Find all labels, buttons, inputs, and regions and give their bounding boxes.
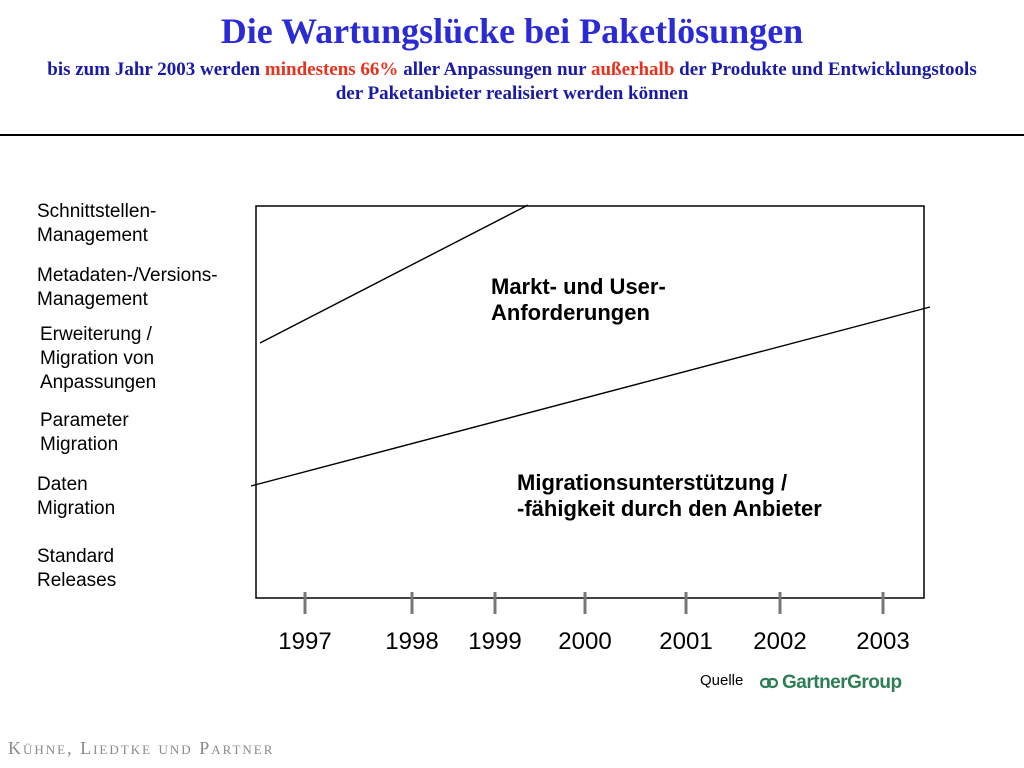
gartner-logo-icon (760, 677, 778, 689)
x-tick-label: 1997 (278, 628, 331, 655)
y-category-label: Erweiterung / Migration von Anpassungen (40, 324, 157, 393)
subtitle-text-2: aller Anpassungen nur (398, 58, 591, 80)
source-label: Quelle (700, 672, 744, 689)
subtitle-highlight-1: mindestens 66% (264, 58, 399, 80)
region-label-upper: Markt- und User- Anforderungen (491, 274, 666, 325)
x-tick-label: 2002 (753, 628, 806, 655)
gartner-logo: GartnerGroup (760, 672, 902, 694)
series-lines (250, 204, 931, 487)
y-category-label: Parameter Migration (40, 410, 129, 455)
subtitle-text-1: bis zum Jahr 2003 werden (47, 58, 265, 80)
y-category-label: Daten Migration (37, 474, 116, 519)
series-line-lower (250, 306, 931, 487)
x-tick-label: 2003 (856, 628, 909, 655)
y-category-label: Standard Releases (37, 546, 117, 591)
footer-company: Kühne, Liedtke und Partner (8, 738, 275, 758)
header: Die Wartungslücke bei Paketlösungen bis … (0, 11, 1024, 107)
y-category-label: Metadaten-/Versions- Management (37, 265, 218, 310)
x-tick-label: 2000 (558, 628, 611, 655)
series-line-upper (259, 204, 529, 344)
page-subtitle: bis zum Jahr 2003 werden mindestens 66% … (40, 58, 984, 107)
page-title: Die Wartungslücke bei Paketlösungen (220, 11, 804, 51)
x-tick-label: 1998 (385, 628, 438, 655)
region-label-lower: Migrationsunterstützung / -fähigkeit dur… (517, 470, 822, 521)
subtitle-text-3: der Produkte und Entwicklungstools der P… (335, 58, 977, 105)
header-divider (0, 134, 1024, 136)
x-tick-label: 1999 (468, 628, 521, 655)
gartner-logo-text: GartnerGroup (782, 672, 902, 693)
plot-frame (255, 205, 925, 599)
subtitle-highlight-2: außerhalb (590, 58, 675, 80)
x-axis: 1997 1998 1999 2000 2001 2002 2003 (278, 592, 910, 655)
y-category-label: Schnittstellen- Management (37, 201, 157, 246)
x-tick-label: 2001 (659, 628, 712, 655)
